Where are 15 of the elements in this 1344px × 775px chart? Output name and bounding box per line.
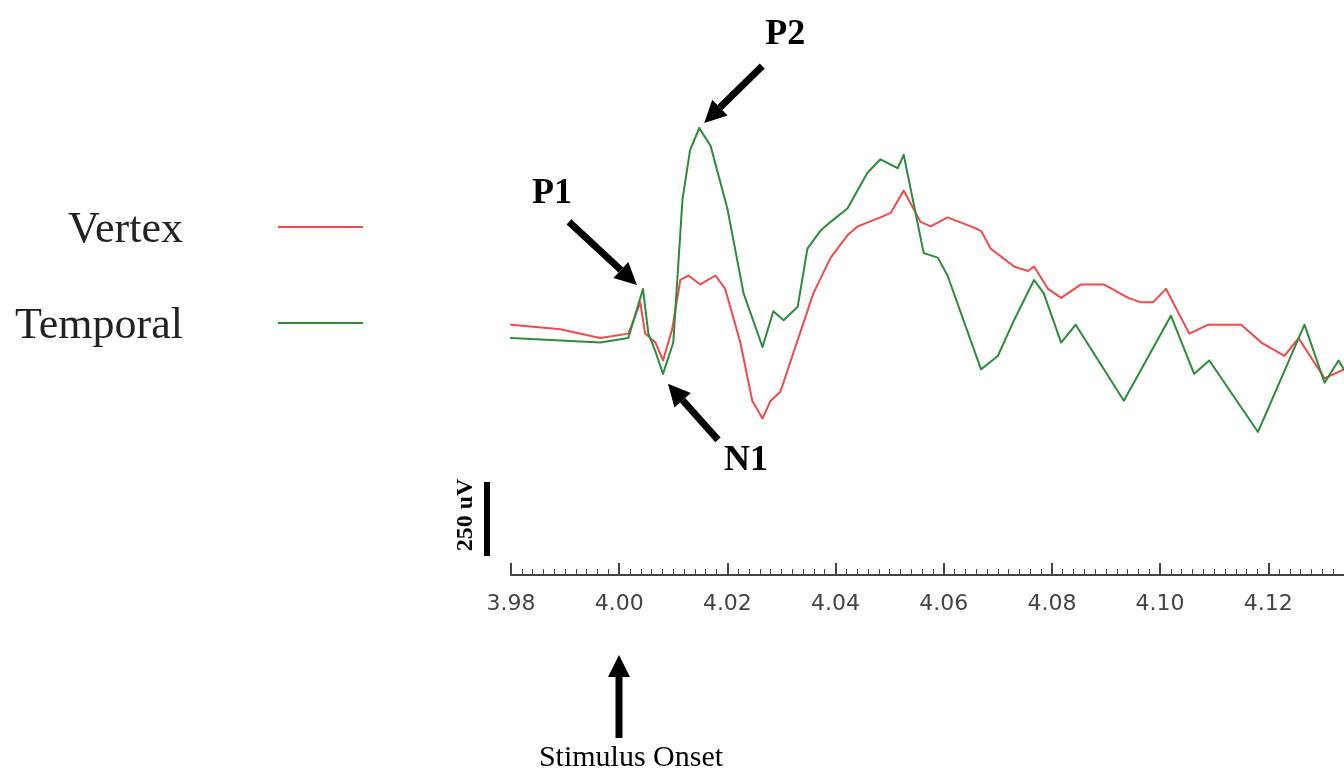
legend-label: Vertex xyxy=(68,202,183,252)
annotation: N1 xyxy=(724,438,768,479)
x-tick-label: 4.00 xyxy=(594,589,644,615)
annotation: P2 xyxy=(765,12,806,53)
x-tick-label: 4.06 xyxy=(919,589,969,615)
x-tick-label: 3.98 xyxy=(486,589,536,615)
x-tick-label: 4.08 xyxy=(1027,589,1077,615)
x-tick-label: 4.10 xyxy=(1135,589,1185,615)
text: 250 uV xyxy=(450,478,477,552)
x-tick-label: 4.02 xyxy=(702,589,752,615)
x-tick-label: 4.12 xyxy=(1243,589,1293,615)
x-tick-label: 4.04 xyxy=(811,589,861,615)
text: Stimulus Onset xyxy=(538,738,724,772)
legend-label: Temporal xyxy=(15,298,183,348)
annotation: P1 xyxy=(531,171,572,212)
